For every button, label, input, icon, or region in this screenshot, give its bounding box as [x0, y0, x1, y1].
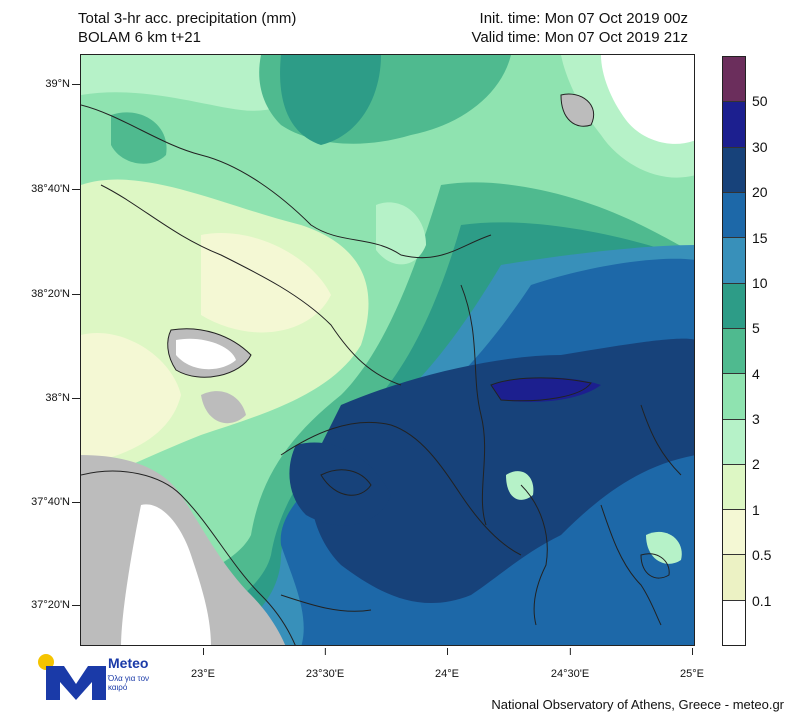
- colorbar-label: 2: [752, 456, 760, 473]
- chart-title: Total 3-hr acc. precipitation (mm): [78, 10, 297, 27]
- precipitation-field: [81, 55, 694, 645]
- colorbar-label: 4: [752, 365, 760, 382]
- colorbar-label: 15: [752, 229, 768, 246]
- lon-label: 24°E: [435, 648, 459, 680]
- meteo-logo-icon: [38, 654, 106, 700]
- colorbar: [722, 56, 746, 646]
- colorbar-label: 5: [752, 320, 760, 337]
- colorbar-segment: [723, 509, 745, 555]
- lon-label: 25°E: [680, 648, 704, 680]
- footer-credit: National Observatory of Athens, Greece -…: [491, 697, 784, 712]
- lat-label: 38°20'N: [8, 288, 80, 300]
- lat-label: 38°40'N: [8, 183, 80, 195]
- lat-label: 37°40'N: [8, 496, 80, 508]
- logo-subtitle: Όλα για τον καιρό: [108, 674, 150, 692]
- lat-label: 39°N: [8, 78, 80, 90]
- colorbar-segment: [723, 418, 745, 464]
- colorbar-label: 50: [752, 93, 768, 110]
- colorbar-segment: [723, 373, 745, 419]
- colorbar-label: 20: [752, 184, 768, 201]
- lat-label: 37°20'N: [8, 599, 80, 611]
- colorbar-label: 3: [752, 411, 760, 428]
- lon-label: 23°30'E: [305, 648, 345, 680]
- colorbar-label: 0.5: [752, 547, 772, 564]
- colorbar-label: 0.1: [752, 592, 772, 609]
- precipitation-map: [80, 54, 695, 646]
- colorbar-segment: [723, 282, 745, 328]
- colorbar-label: 30: [752, 138, 768, 155]
- lat-label: 38°N: [8, 392, 80, 404]
- lon-label: 23°E: [191, 648, 215, 680]
- colorbar-segment: [723, 57, 745, 102]
- colorbar-segment: [723, 191, 745, 238]
- colorbar-segment: [723, 463, 745, 510]
- colorbar-segment: [723, 327, 745, 374]
- colorbar-segment: [723, 101, 745, 147]
- valid-time-label: Valid time: Mon 07 Oct 2019 21z: [471, 29, 688, 46]
- logo-name: Meteo: [108, 655, 149, 671]
- colorbar-segment: [723, 599, 745, 646]
- model-run-label: BOLAM 6 km t+21: [78, 29, 201, 46]
- init-time-label: Init. time: Mon 07 Oct 2019 00z: [479, 10, 688, 27]
- lon-label: 24°30'E: [550, 648, 590, 680]
- colorbar-segment: [723, 146, 745, 192]
- colorbar-label: 10: [752, 274, 768, 291]
- title-block: Total 3-hr acc. precipitation (mm) BOLAM…: [78, 9, 296, 47]
- colorbar-segment: [723, 554, 745, 600]
- colorbar-segment: [723, 237, 745, 283]
- time-block: Init. time: Mon 07 Oct 2019 00z Valid ti…: [471, 9, 688, 47]
- colorbar-label: 1: [752, 501, 760, 518]
